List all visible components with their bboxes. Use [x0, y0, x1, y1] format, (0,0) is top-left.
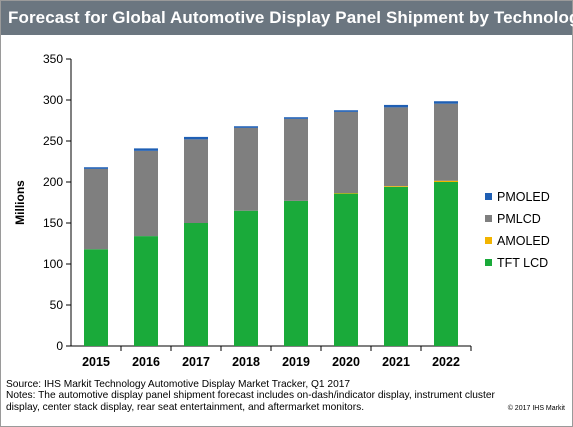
x-tick-label: 2016 [132, 355, 160, 369]
legend-label: TFT LCD [497, 256, 548, 270]
y-tick-label: 100 [43, 257, 63, 271]
source-notes: Source: IHS Markit Technology Automotive… [6, 379, 526, 413]
y-tick-label: 50 [50, 298, 64, 312]
bar-amoled-2020 [334, 193, 358, 194]
legend-label: PMOLED [497, 190, 550, 204]
x-tick-label: 2015 [82, 355, 110, 369]
legend-swatch [485, 259, 492, 266]
bar-tft-lcd-2017 [184, 223, 208, 346]
bar-pmoled-2019 [284, 117, 308, 119]
chart-title: Forecast for Global Automotive Display P… [8, 8, 573, 27]
x-tick-label: 2021 [382, 355, 410, 369]
x-tick-label: 2020 [332, 355, 360, 369]
bar-tft-lcd-2022 [434, 182, 458, 346]
bar-tft-lcd-2019 [284, 200, 308, 346]
bar-amoled-2021 [384, 186, 408, 187]
legend-swatch [485, 215, 492, 222]
y-axis-label: Millions [13, 180, 27, 225]
bar-tft-lcd-2018 [234, 210, 258, 346]
x-tick-label: 2017 [182, 355, 210, 369]
bar-pmlcd-2020 [334, 111, 358, 194]
y-tick-label: 250 [43, 134, 63, 148]
y-tick-label: 350 [43, 52, 63, 66]
bar-tft-lcd-2015 [84, 249, 108, 346]
bar-pmoled-2017 [184, 136, 208, 140]
bar-tft-lcd-2021 [384, 186, 408, 346]
bar-pmoled-2022 [434, 101, 458, 104]
title-bar: Forecast for Global Automotive Display P… [1, 1, 573, 35]
bar-pmoled-2015 [84, 167, 108, 169]
y-tick-label: 200 [43, 175, 63, 189]
bar-pmlcd-2021 [384, 107, 408, 187]
legend-swatch [485, 237, 492, 244]
notes-line: Notes: The automotive display panel ship… [6, 390, 495, 413]
copyright: © 2017 IHS Markit [507, 405, 565, 412]
bar-pmlcd-2016 [134, 150, 158, 237]
y-tick-label: 300 [43, 93, 63, 107]
bar-pmoled-2018 [234, 126, 258, 128]
bar-pmlcd-2017 [184, 139, 208, 223]
bar-tft-lcd-2016 [134, 236, 158, 346]
bar-amoled-2022 [434, 180, 458, 182]
y-tick-label: 0 [56, 339, 63, 353]
bar-pmoled-2021 [384, 104, 408, 108]
bar-pmoled-2016 [134, 148, 158, 151]
source-line: Source: IHS Markit Technology Automotive… [6, 379, 351, 390]
bar-tft-lcd-2020 [334, 193, 358, 346]
bar-pmlcd-2018 [234, 127, 258, 211]
x-tick-label: 2018 [232, 355, 260, 369]
x-tick-label: 2019 [282, 355, 310, 369]
y-tick-label: 150 [43, 216, 63, 230]
legend-label: AMOLED [497, 234, 550, 248]
bar-pmlcd-2022 [434, 103, 458, 181]
x-tick-label: 2022 [432, 355, 460, 369]
bar-pmoled-2020 [334, 110, 358, 112]
legend-swatch [485, 193, 492, 200]
legend-label: PMLCD [497, 212, 541, 226]
bar-pmlcd-2019 [284, 118, 308, 201]
bar-pmlcd-2015 [84, 168, 108, 250]
